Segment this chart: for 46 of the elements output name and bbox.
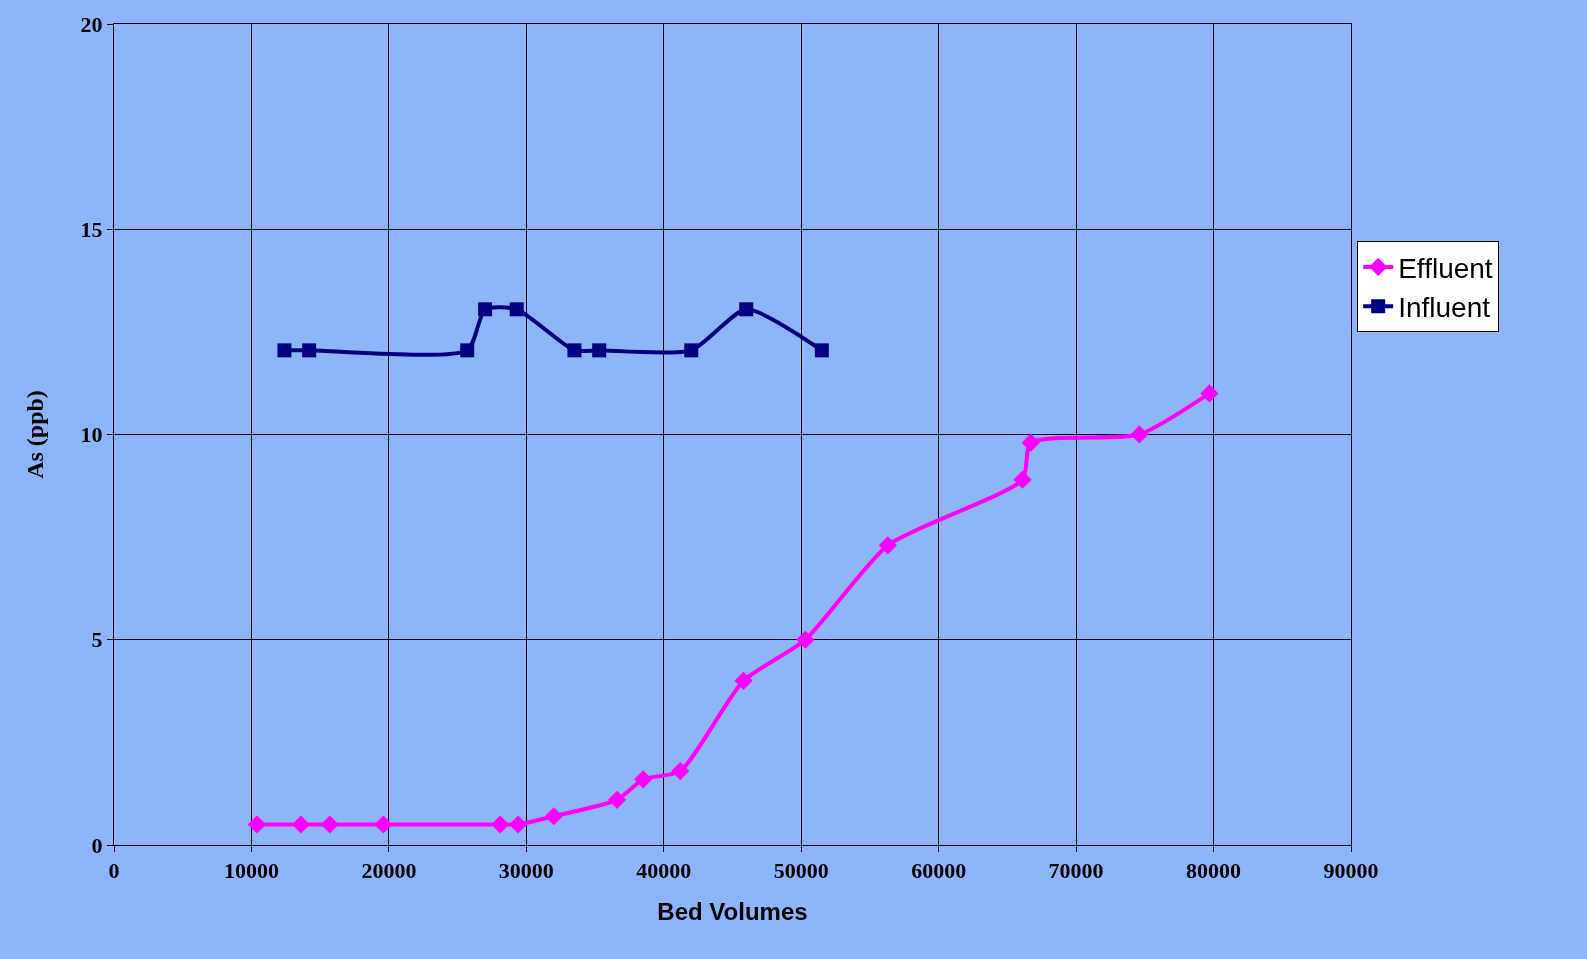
point [734,671,753,690]
point [1021,433,1040,452]
y-tick-label: 15 [80,216,103,242]
y-tick-label: 0 [91,832,103,858]
point [460,343,475,358]
x-tick-label: 60000 [911,858,967,884]
point [1013,470,1032,489]
point [814,343,829,358]
x-tick-label: 20000 [361,858,417,884]
point [634,770,653,789]
point [796,630,815,649]
point [567,343,582,358]
point [1130,425,1149,444]
x-tick-label: 50000 [773,858,829,884]
point [508,815,528,834]
point [878,536,897,555]
x-axis-title: Bed Volumes [657,897,808,925]
y-axis-title: As (ppb) [21,390,48,479]
x-tick-label: 30000 [498,858,554,884]
point [607,790,627,809]
y-tick-label: 5 [91,627,103,653]
point [544,807,563,826]
point [247,815,267,834]
point [291,815,311,834]
point [739,302,754,317]
x-tick-label: 40000 [636,858,692,884]
point [491,815,510,834]
x-tick-label: 0 [108,858,120,884]
point [1200,384,1219,403]
point [374,815,393,834]
point [671,762,690,781]
x-tick-label: 80000 [1186,858,1242,884]
legend-label: Influent [1398,292,1491,324]
y-tick-label: 10 [80,422,103,448]
x-tick-label: 70000 [1048,858,1104,884]
y-tick-label: 20 [80,11,103,37]
x-tick-label: 90000 [1323,858,1379,884]
point [592,343,607,358]
point [302,343,317,358]
point [277,343,292,358]
point [478,302,493,317]
point [320,815,339,834]
point [509,302,524,317]
point [684,343,699,358]
x-tick-label: 10000 [223,858,279,884]
legend-label: Effluent [1398,252,1493,284]
